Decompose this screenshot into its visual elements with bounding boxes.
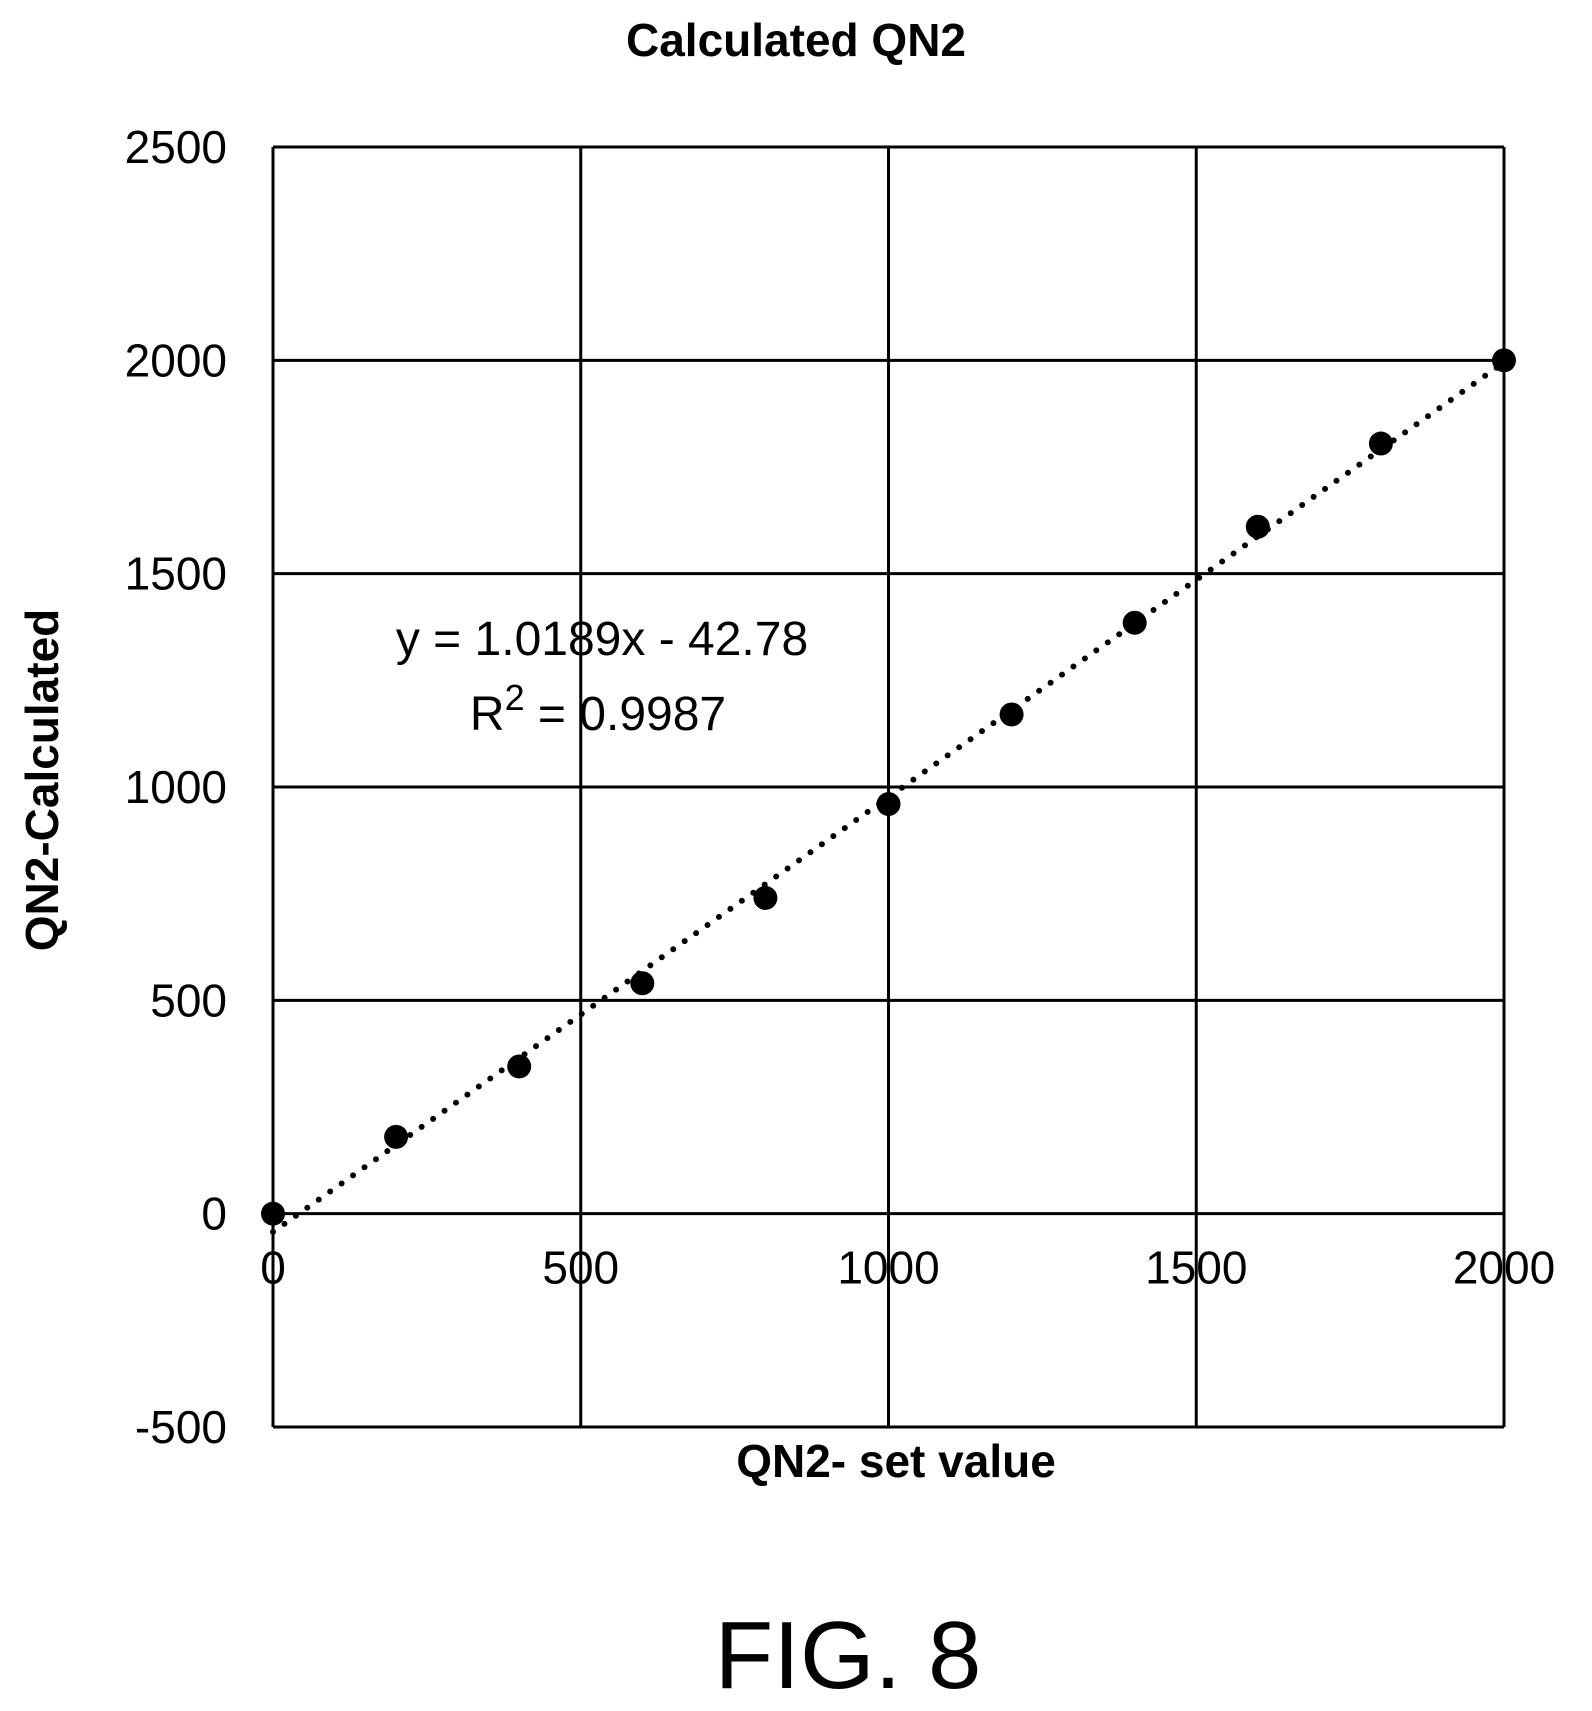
trendline-equation: y = 1.0189x - 42.78 <box>396 613 808 666</box>
y-axis-title: QN2-Calculated <box>16 609 68 952</box>
figure-label: FIG. 8 <box>715 1602 982 1709</box>
data-point <box>1368 431 1393 456</box>
r-squared-value: = 0.9987 <box>525 688 727 741</box>
x-tick-label: 1500 <box>1145 1242 1247 1294</box>
y-tick-label: -500 <box>135 1401 227 1453</box>
x-tick-label: 1000 <box>837 1242 939 1294</box>
data-point <box>1122 610 1147 635</box>
data-point <box>261 1201 285 1226</box>
chart-title: Calculated QN2 <box>626 14 966 66</box>
y-tick-label: 2000 <box>125 334 227 386</box>
r-squared-label: R2 = 0.9987 <box>470 677 726 741</box>
data-point <box>999 702 1024 727</box>
x-tick-label: 0 <box>260 1242 286 1294</box>
y-tick-label: 2500 <box>125 121 227 173</box>
x-axis-title: QN2- set value <box>736 1435 1056 1487</box>
data-points <box>261 348 1516 1226</box>
data-point <box>1492 348 1516 373</box>
y-tick-label: 1000 <box>125 761 227 813</box>
x-tick-label: 2000 <box>1453 1242 1555 1294</box>
data-point <box>1245 514 1270 539</box>
data-point <box>753 885 778 910</box>
data-point <box>507 1054 532 1079</box>
y-tick-label: 0 <box>201 1188 227 1240</box>
x-tick-label: 500 <box>542 1242 619 1294</box>
grid-lines <box>271 145 1506 1429</box>
y-tick-label: 500 <box>150 974 227 1026</box>
data-point <box>384 1124 409 1149</box>
y-tick-label: 1500 <box>125 548 227 600</box>
r-squared-prefix: R <box>470 688 505 741</box>
data-point <box>630 971 655 996</box>
r-squared-superscript: 2 <box>505 677 525 718</box>
data-point <box>876 792 901 817</box>
tick-labels: 0 500 1000 1500 2000 -500 0 500 1000 1500 2000 2500 <box>125 121 1556 1453</box>
